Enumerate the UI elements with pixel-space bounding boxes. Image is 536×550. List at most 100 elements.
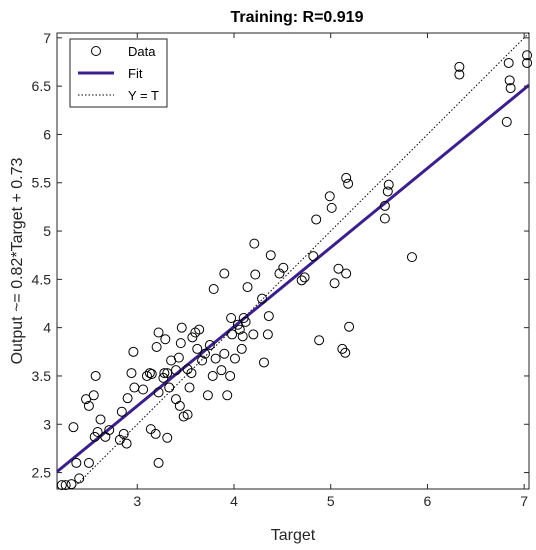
data-point: [249, 238, 260, 249]
data-point: [176, 322, 187, 333]
data-point: [504, 75, 515, 86]
data-point: [406, 252, 417, 263]
data-point: [151, 341, 162, 352]
data-point: [116, 406, 127, 417]
data-point: [237, 331, 248, 342]
y-tick-label: 6.5: [32, 78, 52, 94]
data-point: [66, 479, 77, 490]
legend-data-marker: [91, 46, 101, 56]
data-point: [153, 387, 164, 398]
data-point: [278, 262, 289, 273]
data-point: [88, 390, 99, 401]
data-point: [95, 414, 106, 425]
data-point: [197, 355, 208, 366]
data-point: [192, 343, 203, 354]
data-point: [186, 368, 197, 379]
data-point: [262, 329, 273, 340]
data-point: [263, 311, 274, 322]
y-tick-label: 5.5: [32, 175, 52, 191]
data-point: [162, 432, 173, 443]
data-point: [341, 172, 352, 183]
data-point: [265, 250, 276, 261]
data-point: [104, 425, 115, 436]
data-point: [250, 269, 261, 280]
data-point: [146, 369, 157, 380]
data-point: [90, 370, 101, 381]
data-point: [68, 422, 79, 433]
fit-line: [56, 83, 530, 473]
data-point: [153, 327, 164, 338]
data-point: [229, 353, 240, 364]
y-tick-label: 3: [43, 416, 51, 432]
plot-frame: [56, 32, 530, 490]
data-point: [175, 338, 186, 349]
x-tick-label: 7: [520, 493, 528, 509]
data-point: [56, 480, 67, 491]
legend-label-identity: Y = T: [128, 88, 159, 103]
data-point: [329, 278, 340, 289]
data-point: [81, 394, 92, 405]
data-point: [257, 293, 268, 304]
data-point: [341, 268, 352, 279]
y-axis-ticks: 2.5 3 3.5 4 4.5 5 5.5 6 6.5 7: [32, 30, 529, 481]
data-point: [153, 457, 164, 468]
y-tick-label: 4.5: [32, 271, 52, 287]
data-point: [454, 69, 465, 80]
data-point: [210, 353, 221, 364]
data-point: [141, 370, 152, 381]
legend: Data Fit Y = T: [69, 38, 168, 108]
data-point: [118, 428, 129, 439]
data-point: [219, 268, 230, 279]
data-point: [199, 348, 210, 359]
data-point: [454, 61, 465, 72]
data-point: [240, 316, 251, 327]
data-point: [274, 268, 285, 279]
data-point: [159, 368, 170, 379]
data-point: [382, 186, 393, 197]
data-points-layer: [56, 50, 533, 491]
data-point: [258, 357, 269, 368]
data-point: [162, 368, 173, 379]
y-tick-label: 5: [43, 223, 51, 239]
data-point: [126, 368, 137, 379]
data-point: [83, 457, 94, 468]
data-point: [60, 480, 71, 491]
data-point: [194, 324, 205, 335]
data-point: [202, 390, 213, 401]
data-point: [248, 329, 259, 340]
data-point: [187, 332, 198, 343]
data-point: [207, 370, 218, 381]
data-point: [226, 313, 237, 323]
data-point: [144, 368, 155, 379]
data-point: [74, 473, 85, 484]
data-point: [379, 200, 390, 211]
data-point: [383, 179, 394, 190]
data-point: [182, 364, 193, 375]
data-point: [314, 335, 325, 346]
data-point: [170, 365, 181, 376]
identity-line-layer: [72, 32, 530, 490]
data-point: [333, 263, 344, 274]
data-point: [174, 400, 185, 411]
data-point: [340, 347, 351, 358]
data-point: [71, 457, 82, 468]
data-point: [308, 251, 319, 262]
chart-title: Training: R=0.919: [231, 9, 364, 26]
data-point: [216, 365, 227, 376]
data-point: [89, 431, 100, 442]
data-point: [505, 83, 516, 94]
data-point: [227, 329, 238, 340]
data-point: [173, 352, 184, 363]
data-point: [92, 427, 103, 437]
legend-label-data: Data: [128, 44, 156, 59]
data-point: [208, 284, 219, 295]
y-tick-label: 3.5: [32, 368, 52, 384]
x-tick-label: 3: [133, 493, 141, 509]
data-point: [324, 191, 335, 202]
y-tick-label: 4: [43, 320, 51, 336]
data-point: [311, 214, 322, 225]
data-point: [343, 178, 354, 189]
data-point: [128, 346, 139, 357]
data-point: [299, 272, 310, 283]
